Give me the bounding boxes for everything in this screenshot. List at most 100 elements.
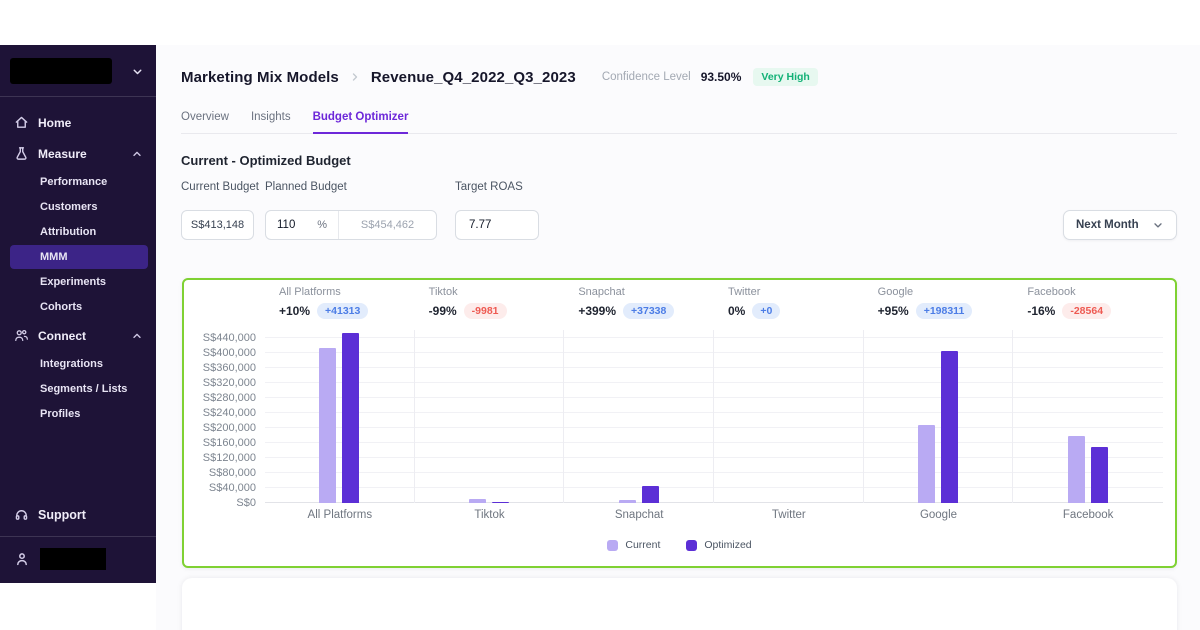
x-axis-label-twitter: Twitter	[771, 509, 806, 521]
sidebar-item-experiments[interactable]: Experiments	[40, 276, 107, 288]
workspace-logo-redacted	[10, 58, 112, 84]
bar-current-google[interactable]	[917, 424, 935, 503]
planned-budget-field[interactable]: 110 % S$454,462	[265, 210, 437, 240]
bar-current-tiktok[interactable]	[468, 499, 486, 503]
y-axis-tick-label: S$200,000	[202, 421, 256, 434]
bar-current-facebook[interactable]	[1068, 436, 1086, 503]
bar-optimized-facebook[interactable]	[1091, 446, 1109, 503]
sidebar-item-profiles[interactable]: Profiles	[40, 408, 81, 420]
chart-x-axis: All Platforms Tiktok Snapchat Twitter Google…	[265, 509, 1163, 521]
confidence-badge: Very High	[753, 68, 818, 86]
stat-platform-name: Twitter	[728, 286, 761, 298]
chart-column-twitter	[714, 330, 864, 503]
y-axis-tick-label: S$120,000	[202, 451, 256, 464]
x-axis-label-tiktok: Tiktok	[474, 509, 505, 521]
headset-icon	[14, 507, 29, 522]
budget-chart-card: All Platforms +10% +41313 Tiktok -99% -9981 Sn…	[182, 278, 1177, 568]
sidebar-item-cohorts[interactable]: Cohorts	[40, 301, 83, 313]
sidebar-item-connect[interactable]: Connect	[0, 320, 156, 351]
y-axis-tick-label: S$40,000	[208, 481, 256, 494]
chart-column-facebook	[1013, 330, 1163, 503]
legend-item-current[interactable]: Current	[607, 539, 660, 551]
person-icon	[14, 551, 30, 567]
chart-gridlines	[265, 330, 1163, 503]
stat-platform-name: Facebook	[1027, 286, 1076, 298]
platform-stat-twitter: Twitter 0% +0	[714, 286, 864, 319]
main-content: Marketing Mix Models Revenue_Q4_2022_Q3_…	[156, 45, 1200, 630]
y-axis-tick-label: S$320,000	[202, 376, 256, 389]
confidence-level-label: Confidence Level	[601, 71, 691, 83]
bar-current-all-platforms[interactable]	[319, 348, 337, 503]
legend-swatch	[686, 539, 698, 551]
y-axis-tick-label: S$240,000	[202, 406, 256, 419]
sidebar-nav: Home Measure Performance Customers Attributi…	[0, 97, 156, 497]
planned-budget-percent-input[interactable]: 110 %	[266, 211, 338, 239]
current-budget-label: Current Budget	[181, 181, 259, 193]
sidebar-item-attribution[interactable]: Attribution	[40, 226, 97, 238]
stat-value-row: +399% +37338	[578, 303, 714, 319]
y-axis-tick-label: S$400,000	[202, 346, 256, 359]
sidebar-item-support[interactable]: Support	[0, 497, 156, 532]
chart-plot-area	[265, 330, 1163, 503]
gridline	[265, 352, 1163, 354]
sidebar-item-home[interactable]: Home	[0, 107, 156, 138]
stat-delta-badge: +41313	[317, 303, 369, 319]
sidebar-item-mmm[interactable]: MMM	[10, 245, 148, 269]
stat-delta-badge: +0	[752, 303, 781, 319]
bar-optimized-google[interactable]	[940, 350, 958, 503]
sidebar-item-measure[interactable]: Measure	[0, 138, 156, 169]
tab-bar: Overview Insights Budget Optimizer	[181, 111, 1177, 134]
stat-delta-badge: -9981	[463, 303, 507, 319]
period-select-value: Next Month	[1076, 219, 1139, 231]
y-axis-tick-label: S$360,000	[202, 361, 256, 374]
users-icon	[14, 328, 29, 343]
bar-optimized-tiktok[interactable]	[491, 501, 509, 503]
gridline	[265, 472, 1163, 474]
planned-budget-percent-value: 110	[277, 219, 296, 231]
legend-item-optimized[interactable]: Optimized	[686, 539, 752, 551]
x-axis-label-google: Google	[919, 509, 958, 521]
percent-unit-label: %	[317, 219, 327, 231]
chart-column-tiktok	[415, 330, 565, 503]
user-account[interactable]	[0, 536, 156, 583]
stat-percent: +95%	[877, 304, 909, 318]
breadcrumb-root[interactable]: Marketing Mix Models	[181, 68, 339, 86]
bar-optimized-snapchat[interactable]	[641, 485, 659, 503]
gridline	[265, 487, 1163, 489]
target-roas-field[interactable]: 7.77	[455, 210, 539, 240]
gridline	[265, 457, 1163, 459]
platform-stat-snapchat: Snapchat +399% +37338	[564, 286, 714, 319]
chevron-down-icon	[131, 65, 144, 78]
page-title: Current - Optimized Budget	[181, 153, 351, 168]
planned-budget-label: Planned Budget	[265, 181, 347, 193]
legend-label: Optimized	[704, 539, 752, 551]
stat-platform-name: All Platforms	[279, 286, 341, 298]
flask-icon	[14, 146, 29, 161]
stat-percent: -16%	[1027, 304, 1056, 318]
tab-overview[interactable]: Overview	[181, 111, 229, 123]
sidebar-item-integrations[interactable]: Integrations	[40, 358, 103, 370]
sidebar-item-segments-lists[interactable]: Segments / Lists	[40, 383, 128, 395]
sidebar-item-customers[interactable]: Customers	[40, 201, 98, 213]
workspace-switcher[interactable]	[0, 45, 156, 97]
bar-optimized-all-platforms[interactable]	[342, 332, 360, 503]
gridline	[265, 397, 1163, 399]
user-name-redacted	[40, 548, 106, 570]
tab-budget-optimizer[interactable]: Budget Optimizer	[312, 111, 409, 134]
current-budget-field[interactable]: S$413,148	[181, 210, 254, 240]
target-roas-label: Target ROAS	[455, 181, 523, 193]
planned-budget-computed-value: S$454,462	[360, 219, 415, 231]
sidebar-item-performance[interactable]: Performance	[40, 176, 108, 188]
chevron-up-icon	[131, 148, 143, 160]
gridline	[265, 337, 1163, 339]
chevron-up-icon	[131, 330, 143, 342]
gridline	[265, 502, 1163, 503]
bar-current-snapchat[interactable]	[618, 499, 636, 503]
x-axis-label-facebook: Facebook	[1062, 509, 1114, 521]
home-icon	[14, 115, 29, 130]
sidebar-item-label: Measure	[38, 146, 87, 161]
x-axis-label-snapchat: Snapchat	[614, 509, 664, 521]
tab-insights[interactable]: Insights	[250, 111, 291, 123]
period-select[interactable]: Next Month	[1063, 210, 1177, 240]
gridline	[265, 427, 1163, 429]
